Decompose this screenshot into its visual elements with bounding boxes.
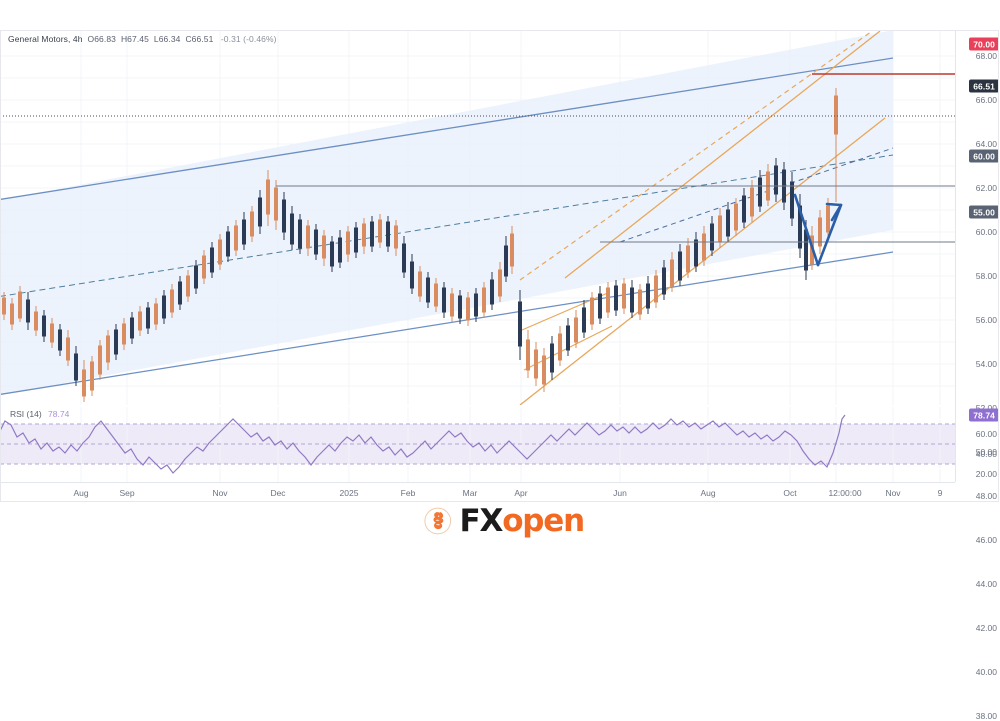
rsi-tick: 60.00 [975,429,997,439]
rsi-value-badge: 78.74 [969,408,999,422]
rsi-chart-svg [0,407,955,482]
time-tick: 9 [937,488,943,498]
price-tick: 54.00 [975,359,997,369]
time-tick: Oct [783,488,797,498]
price-tick: 52.00 [976,403,997,413]
time-tick: Aug [73,488,89,498]
time-tick: 12:00:00 [828,488,862,498]
legend-symbol: General Motors, [8,34,71,44]
main-ascending-channel [0,30,894,396]
rsi-tick: 20.00 [975,469,997,479]
time-tick: Nov [212,488,228,498]
price-tick: 60.00 [975,227,997,237]
legend-timeframe: 4h [72,34,83,44]
time-tick: Mar [462,488,478,498]
target-price-badge: 70.00 [969,37,999,51]
blue-dashed-projection [619,147,894,243]
legend-high: H67.45 [120,34,149,44]
price-tick: 62.00 [975,183,997,193]
price-tick: 48.00 [975,491,997,501]
rsi-tick: 40.00 [975,449,997,459]
time-tick: Dec [270,488,286,498]
griffin-emblem-icon [424,507,452,535]
rising-orange-channel [519,30,886,405]
time-axis[interactable]: Aug Sep Nov Dec 2025 Feb Mar Apr Jun Aug… [0,482,955,503]
price-tick: 66.00 [975,95,997,105]
logo-open: open [502,503,585,539]
time-tick: Apr [514,488,528,498]
price-tick: 38.00 [975,711,997,721]
support-level-badge-55: 55.00 [969,205,999,219]
price-axis[interactable]: 68.00 66.00 64.00 62.00 60.00 58.00 56.0… [955,30,1000,721]
time-tick: Sep [119,488,135,498]
time-tick: Feb [400,488,416,498]
legend-close: C66.51 [185,34,214,44]
price-tick: 64.00 [975,139,997,149]
forecast-arrow-icon [793,193,843,267]
price-chart-svg [0,30,955,405]
price-tick: 44.00 [975,579,997,589]
price-tick: 58.00 [975,271,997,281]
rsi-indicator-pane[interactable] [0,407,955,482]
time-tick: 2025 [339,488,359,498]
chart-legend: General Motors, 4h O66.83 H67.45 L66.34 … [8,34,277,44]
logo-fx: FX [459,503,504,539]
rsi-legend-label: RSI (14) [10,409,42,419]
legend-low: L66.34 [153,34,181,44]
orange-dashed-projection [519,30,875,281]
price-tick: 50.00 [975,447,997,457]
legend-change: -0.31 (-0.46%) [220,34,277,44]
chart-screenshot: 68.00 66.00 64.00 62.00 60.00 58.00 56.0… [0,30,1000,721]
price-tick: 56.00 [975,315,997,325]
rsi-legend-value: 78.74 [48,409,70,419]
price-chart-pane[interactable] [0,30,955,405]
rsi-line [0,414,846,474]
last-price-badge: 66.51 [969,79,999,93]
support-level-badge-60: 60.00 [969,149,999,163]
time-tick: Nov [885,488,901,498]
logo-wordmark: FXopen [459,503,586,539]
price-tick: 42.00 [975,623,997,633]
candlestick-series [2,88,838,402]
price-tick: 40.00 [975,667,997,677]
time-tick: Jun [613,488,627,498]
price-tick: 68.00 [975,51,997,61]
time-tick: Aug [700,488,716,498]
price-tick: 46.00 [975,535,997,545]
fxopen-logo: FXopen [424,497,586,545]
legend-open: O66.83 [87,34,116,44]
rsi-legend: RSI (14) 78.74 [10,409,69,419]
